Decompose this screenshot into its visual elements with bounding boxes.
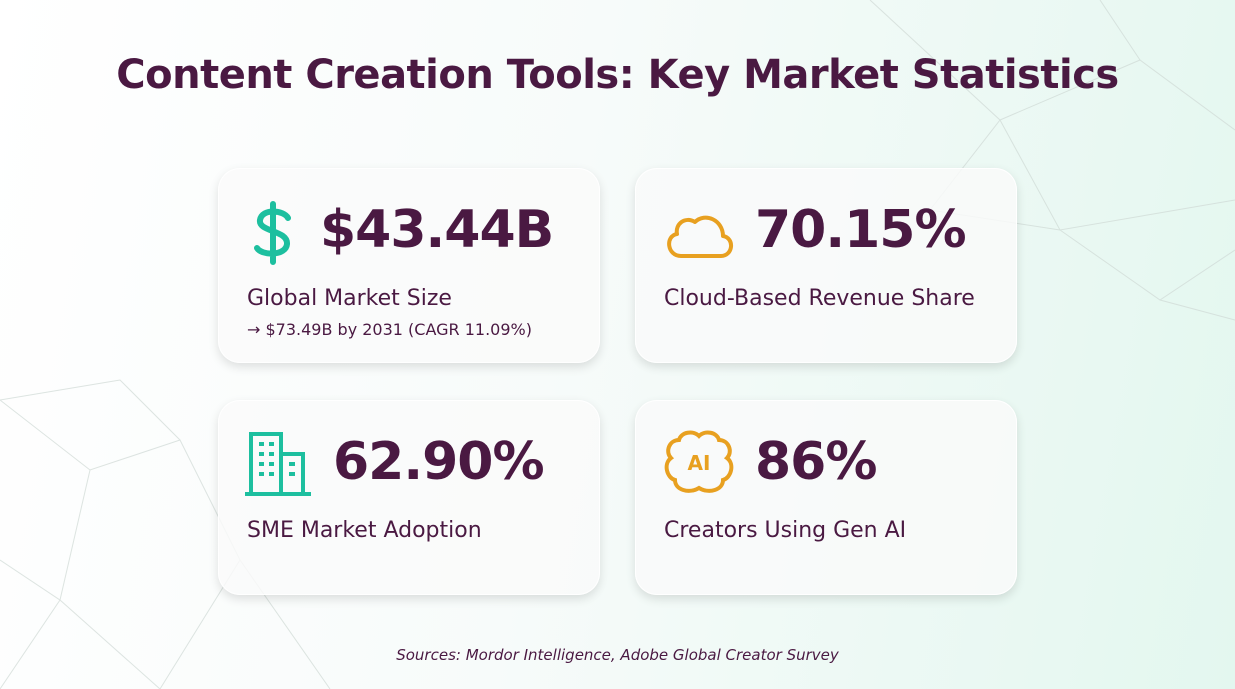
stat-card: AI 86% Creators Using Gen AI xyxy=(635,400,1017,595)
dollar-icon xyxy=(254,201,291,265)
stat-card: 62.90% SME Market Adoption xyxy=(218,400,600,595)
stat-note: → $73.49B by 2031 (CAGR 11.09%) xyxy=(247,320,532,339)
source-note: Sources: Mordor Intelligence, Adobe Glob… xyxy=(396,646,839,664)
icon-text: AI xyxy=(688,451,711,475)
title: Content Creation Tools: Key Market Stati… xyxy=(116,52,1119,98)
stat-label: Global Market Size xyxy=(247,286,452,311)
cloud-icon xyxy=(667,215,733,258)
stat-card: 70.15% Cloud-Based Revenue Share xyxy=(635,168,1017,363)
stat-value: $43.44B xyxy=(320,200,554,260)
stat-value: 86% xyxy=(755,432,877,492)
stat-label: Cloud-Based Revenue Share xyxy=(664,286,975,311)
stat-card: $43.44B Global Market Size → $73.49B by … xyxy=(218,168,600,363)
ai-brain-icon: AI xyxy=(664,430,734,493)
stat-value: 62.90% xyxy=(333,432,545,492)
stat-value: 70.15% xyxy=(755,200,967,260)
stat-label: SME Market Adoption xyxy=(247,518,482,543)
building-icon xyxy=(245,432,311,496)
stat-label: Creators Using Gen AI xyxy=(664,518,907,543)
